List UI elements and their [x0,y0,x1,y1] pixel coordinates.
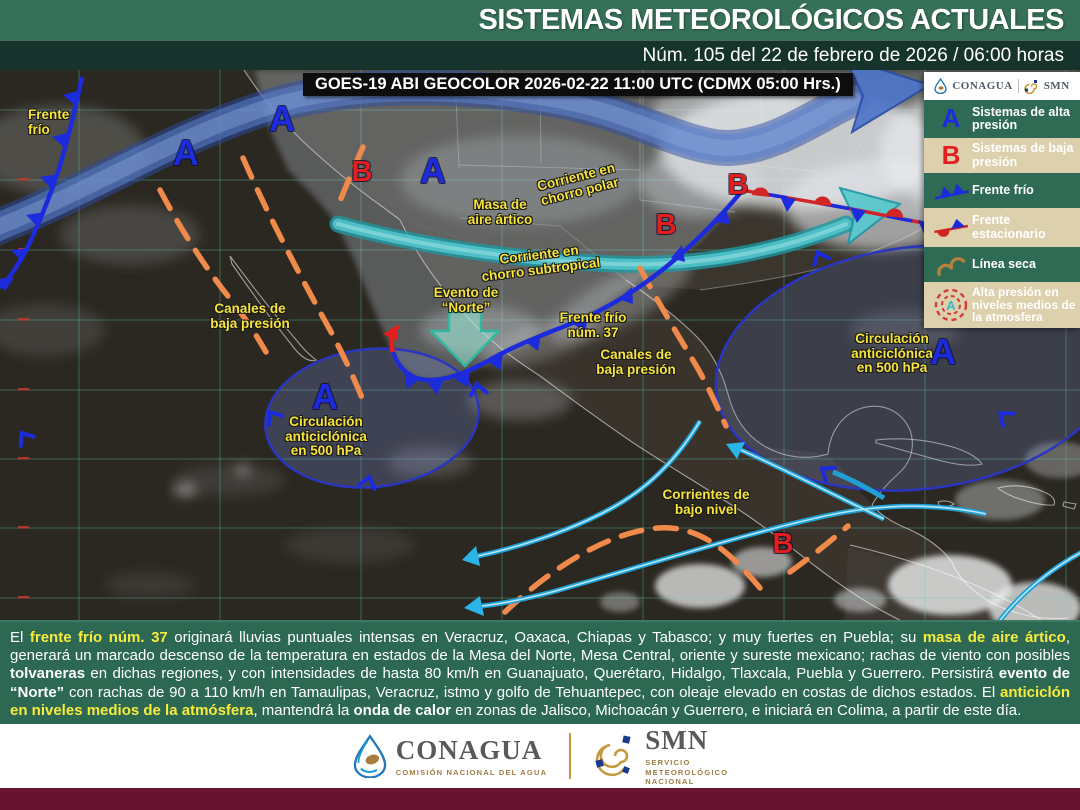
subheader-bar: Núm. 105 del 22 de febrero de 2026 / 06:… [0,40,1080,70]
conagua-tagline: COMISIÓN NACIONAL DEL AGUA [395,768,548,777]
cold-front-icon [930,181,972,201]
legend-item-label: Alta presión en niveles medios de la atm… [972,285,1076,325]
conagua-drop-icon [353,734,386,778]
legend-item-label: Línea seca [972,256,1036,271]
low-pressure-icon: B [941,139,961,170]
norte-event-arrow [429,310,501,368]
legend-item-label: Frente frío [972,182,1034,197]
legend-logo-divider [1017,79,1019,93]
stationary-front-icon [930,217,972,239]
low-level-currents [462,419,1080,620]
legend-item-frente-frio: Frente frío [924,173,1080,208]
dry-line-icon [930,253,972,277]
bottom-accent-bar [0,788,1080,810]
high-pressure-icon: A [941,103,961,134]
high-pressure-marker: A [930,331,956,372]
summary-text: El frente frío núm. 37 originará lluvias… [10,629,1070,719]
svg-text:A: A [946,298,956,313]
smn-spiral-icon [1023,79,1037,94]
conagua-logo: CONAGUA COMISIÓN NACIONAL DEL AGUA [352,734,547,778]
subtropical-jet [329,186,903,273]
legend-item-label: Frente estacionario [972,213,1046,241]
legend-header: CONAGUA SMN [924,72,1080,100]
mid-level-high-icon: A [930,286,972,324]
low-pressure-channels [157,144,851,615]
high-pressure-marker: A [173,132,199,173]
legend-item-alta-presion: A Sistemas de alta presión [924,100,1080,138]
legend-item-label: Sistemas de alta presión [972,104,1070,132]
high-pressure-marker: A [312,376,338,417]
conagua-drop-icon [934,78,948,94]
footer-divider [569,733,572,779]
conagua-name: CONAGUA [395,735,543,765]
low-pressure-marker: B [655,209,677,241]
label-canales-oeste: Canales de baja presión [210,301,290,331]
label-circulacion-atlantico: Circulación anticiclónica en 500 hPa [851,331,933,376]
smn-logo: SMN SERVICIO METEOROLÓGICO NACIONAL [593,725,728,786]
legend-item-alta-niveles-medios: A Alta presión en niveles medios de la a… [924,282,1080,328]
header-bar: SISTEMAS METEOROLÓGICOS ACTUALES [0,0,1080,40]
anticyclone-pacific [264,347,480,489]
cold-front-nw [0,76,85,291]
smn-name: SMN [645,725,709,756]
label-corrientes-bajo-nivel: Corrientes de bajo nivel [662,487,750,517]
label-masa-artico: Masa de aire ártico [467,197,533,227]
footer: CONAGUA COMISIÓN NACIONAL DEL AGUA SMN S… [0,724,1080,788]
stationary-front [740,187,947,236]
satellite-caption: GOES-19 ABI GEOCOLOR 2026-02-22 11:00 UT… [303,73,853,96]
legend-item-frente-estacionario: Frente estacionario [924,208,1080,247]
map-legend: CONAGUA SMN A Sistemas de alta presión B… [924,72,1080,328]
summary-band: El frente frío núm. 37 originará lluvias… [0,620,1080,724]
smn-tagline: SERVICIO METEOROLÓGICO NACIONAL [645,758,729,787]
high-pressure-marker: A [420,150,446,191]
cold-front-37 [383,190,743,395]
label-canales-este: Canales de baja presión [596,347,676,377]
wind-chevrons [18,249,1016,491]
satellite-map-graphics [0,70,1080,620]
legend-item-baja-presion: B Sistemas de baja presión [924,138,1080,173]
satellite-map: GOES-19 ABI GEOCOLOR 2026-02-22 11:00 UT… [0,70,1080,620]
bulletin-number: Núm. 105 del 22 de febrero de 2026 / 06:… [642,44,1064,66]
page-title: SISTEMAS METEOROLÓGICOS ACTUALES [478,3,1064,36]
legend-logo-smn: SMN [1043,80,1070,92]
low-pressure-marker: B [727,169,749,201]
smn-spiral-icon [595,735,631,777]
low-pressure-marker: B [351,156,373,188]
label-frente-frio-37: Frente frío núm. 37 [559,310,627,340]
legend-item-linea-seca: Línea seca [924,247,1080,282]
legend-logo-conagua: CONAGUA [952,80,1013,92]
legend-item-label: Sistemas de baja presión [972,141,1074,169]
label-frente-frio-nw: Frente frío [28,107,70,137]
high-pressure-marker: A [269,98,295,139]
label-circulacion-pacifico: Circulación anticiclónica en 500 hPa [285,414,367,459]
low-pressure-marker: B [772,528,794,560]
label-evento-norte: Evento de “Norte” [433,285,499,315]
